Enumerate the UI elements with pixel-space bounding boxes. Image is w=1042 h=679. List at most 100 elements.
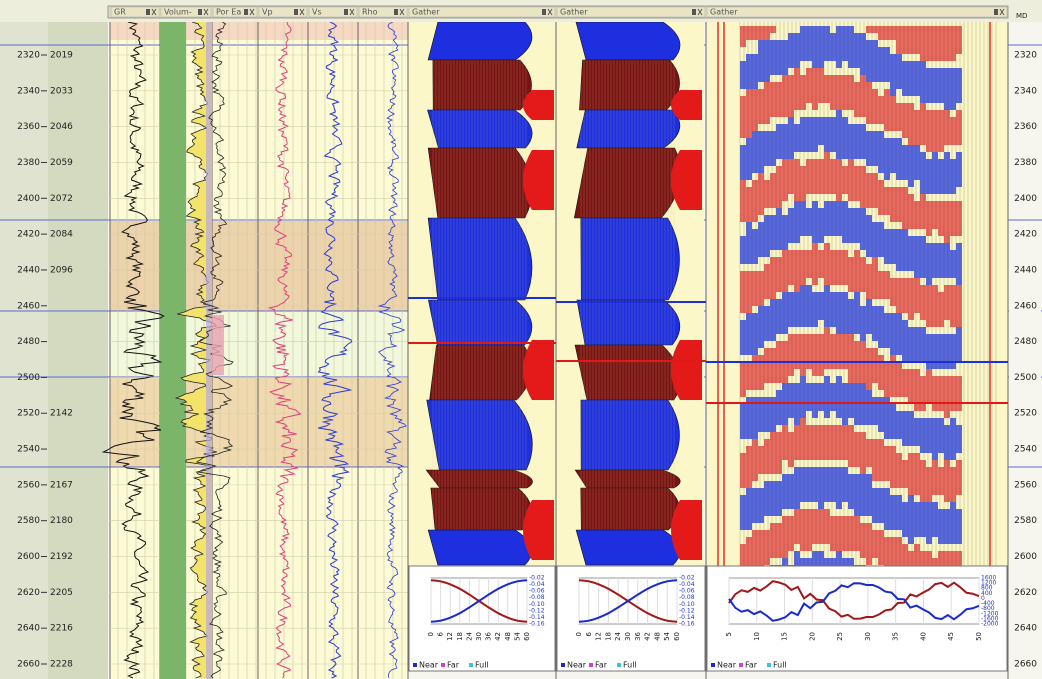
gather3-wiggle	[842, 257, 848, 264]
gather3-wiggle	[842, 558, 848, 565]
gather3-wiggle	[788, 33, 794, 40]
gather3-wiggle	[812, 348, 818, 355]
gather3-wiggle	[788, 432, 794, 439]
track-header-icon[interactable]	[294, 9, 298, 15]
gather3-wiggle	[866, 271, 872, 278]
gather3-wiggle	[932, 362, 938, 369]
gather3-wiggle	[788, 187, 794, 194]
gather3-wiggle	[902, 467, 908, 474]
gather3-wiggle	[914, 166, 920, 173]
mini-x-label: 35	[892, 632, 900, 641]
gather3-wiggle	[824, 117, 830, 124]
gather3-wiggle	[800, 40, 806, 47]
gather3-wiggle	[806, 26, 812, 33]
track-header-icon[interactable]	[994, 9, 998, 15]
gather3-wiggle	[920, 187, 926, 194]
gather3-wiggle	[884, 26, 890, 33]
gather3-wiggle	[782, 495, 788, 502]
gather3-wiggle	[860, 285, 866, 292]
gather3-wiggle	[860, 355, 866, 362]
gather3-wiggle	[914, 425, 920, 432]
gather3-wiggle	[860, 306, 866, 313]
mini-x-label: 30	[475, 632, 483, 641]
gather3-wiggle	[788, 229, 794, 236]
gather3-wiggle	[890, 425, 896, 432]
gather3-wiggle	[914, 558, 920, 565]
gather3-wiggle	[878, 222, 884, 229]
gather3-wiggle	[794, 558, 800, 565]
gather3-wiggle	[914, 271, 920, 278]
gather3-wiggle	[836, 320, 842, 327]
gather3-wiggle	[884, 208, 890, 215]
gather3-wiggle	[848, 236, 854, 243]
track-header-icon[interactable]	[542, 9, 546, 15]
gather3-wiggle	[884, 89, 890, 96]
gather3-wiggle	[884, 68, 890, 75]
gather3-wiggle	[758, 327, 764, 334]
gather3-wiggle	[854, 299, 860, 306]
gather3-wiggle	[902, 530, 908, 537]
gather3-wiggle	[746, 33, 752, 40]
gather3-wiggle	[878, 488, 884, 495]
gather3-wiggle	[944, 411, 950, 418]
gather3-wiggle	[752, 229, 758, 236]
gather3-wiggle	[770, 152, 776, 159]
gather3-wiggle	[944, 82, 950, 89]
gather3-wiggle	[944, 334, 950, 341]
gather3-wiggle	[782, 145, 788, 152]
gather3-wiggle	[764, 61, 770, 68]
gather3-wiggle	[872, 187, 878, 194]
track-header-icon[interactable]	[198, 9, 202, 15]
legend-label: Far	[745, 661, 758, 670]
track-header-icon[interactable]	[244, 9, 248, 15]
gather3-wiggle	[788, 390, 794, 397]
gather3-wiggle	[782, 278, 788, 285]
gather3-wiggle	[758, 89, 764, 96]
gather3-wiggle	[782, 68, 788, 75]
gather3-wiggle	[830, 544, 836, 551]
gather3-wiggle	[902, 124, 908, 131]
gather3-wiggle	[836, 278, 842, 285]
gather3-wiggle	[920, 502, 926, 509]
track-header-icon[interactable]	[146, 9, 150, 15]
gather3-wiggle	[788, 75, 794, 82]
gather3-wiggle	[896, 348, 902, 355]
gather3-wiggle	[740, 124, 746, 131]
gather3-wiggle	[896, 166, 902, 173]
gather3-wiggle	[878, 47, 884, 54]
track-header-icon[interactable]	[344, 9, 348, 15]
gather3-wiggle	[806, 481, 812, 488]
gather3-wiggle	[770, 313, 776, 320]
gather3-wiggle	[866, 103, 872, 110]
gather3-wiggle	[818, 271, 824, 278]
gather3-wiggle	[788, 264, 794, 271]
gather3-wiggle	[854, 215, 860, 222]
gather3-wiggle	[746, 54, 752, 61]
track-header-icon[interactable]	[394, 9, 398, 15]
gather3-wiggle	[836, 558, 842, 565]
track-header[interactable]	[707, 7, 1007, 17]
gather3-wiggle	[854, 446, 860, 453]
gather3-wiggle	[932, 404, 938, 411]
gather3-wiggle	[908, 75, 914, 82]
gather3-wiggle	[764, 278, 770, 285]
gather3-wiggle	[908, 495, 914, 502]
track-header-icon[interactable]	[692, 9, 696, 15]
gather3-wiggle	[806, 131, 812, 138]
gather3-wiggle	[740, 26, 746, 33]
gather3-wiggle	[866, 495, 872, 502]
gather3-wiggle	[896, 313, 902, 320]
gather3-wiggle	[776, 131, 782, 138]
gather3-wiggle	[866, 320, 872, 327]
gather3-wiggle	[812, 334, 818, 341]
gather3-wiggle	[794, 215, 800, 222]
gather3-wiggle	[770, 376, 776, 383]
gather3-wiggle	[914, 516, 920, 523]
gather3-wiggle	[854, 187, 860, 194]
gather3-wiggle	[842, 173, 848, 180]
gather3-wiggle	[830, 96, 836, 103]
gather3-wiggle	[782, 383, 788, 390]
gather3-wiggle	[782, 152, 788, 159]
gather3-wiggle	[764, 453, 770, 460]
gather3-wiggle	[932, 376, 938, 383]
